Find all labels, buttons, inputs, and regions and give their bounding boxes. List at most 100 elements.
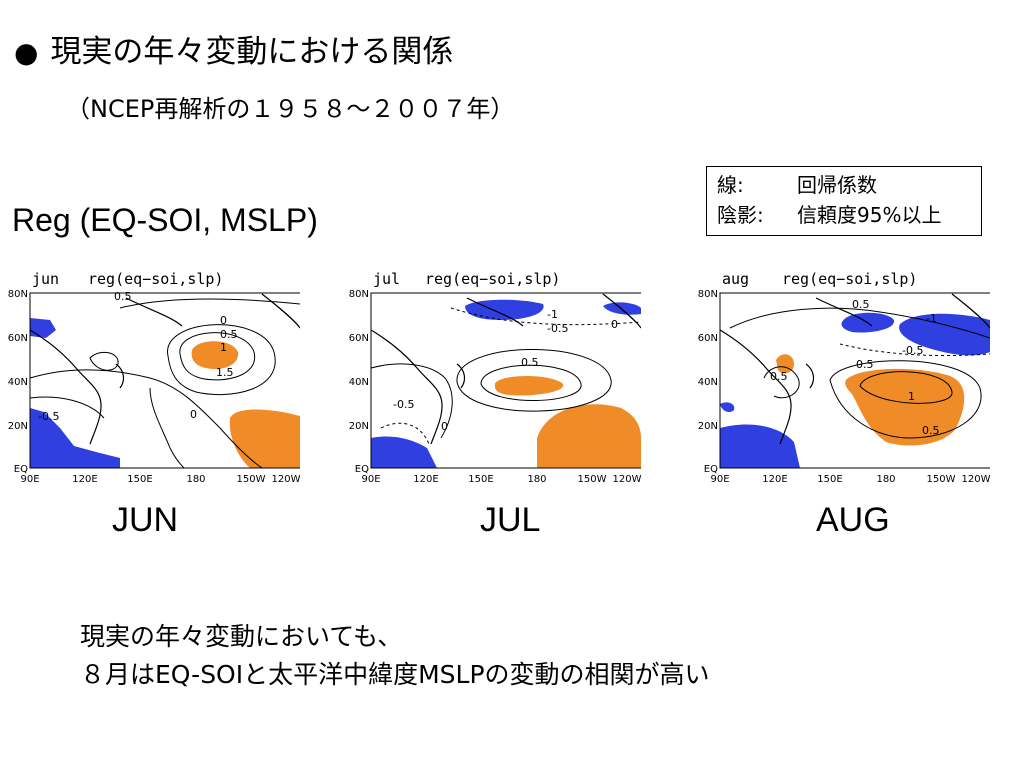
svg-text:0.5: 0.5	[922, 424, 940, 437]
contours	[729, 307, 990, 439]
svg-text:1: 1	[908, 390, 915, 403]
panel-field: reg(eq−soi,slp)	[88, 270, 223, 288]
conclusion-line-2: ８月はEQ-SOIと太平洋中緯度MSLPの変動の相関が高い	[80, 660, 710, 689]
contour-labels: 0.5 0 0.5 1 1.5 -0.5 0	[38, 290, 238, 423]
svg-text:0.5: 0.5	[220, 328, 238, 341]
svg-text:-1: -1	[547, 308, 558, 321]
conclusion-text: 現実の年々変動においても、 ８月はEQ-SOIと太平洋中緯度MSLPの変動の相関…	[80, 618, 710, 694]
svg-text:80N: 80N	[698, 289, 718, 300]
svg-text:1.5: 1.5	[216, 366, 234, 379]
svg-text:-1: -1	[926, 312, 937, 325]
svg-text:120W: 120W	[962, 474, 990, 485]
map-figure-jun: jun reg(eq−soi,slp)	[8, 270, 300, 485]
map-figure-aug: aug reg(eq−soi,slp) 0.5	[698, 270, 990, 485]
svg-text:0.5: 0.5	[770, 370, 788, 383]
legend-shade-key: 陰影:	[717, 203, 764, 227]
regression-label: Reg (EQ-SOI, MSLP)	[12, 202, 318, 238]
map-figure-jul: jul reg(eq−soi,slp) -1 -	[349, 270, 641, 485]
lat-labels: 80N 60N 40N 20N EQ	[8, 289, 28, 475]
contours	[370, 307, 641, 445]
svg-text:0: 0	[190, 408, 197, 421]
svg-text:150W: 150W	[237, 474, 266, 485]
contours	[29, 298, 300, 469]
lat-labels: 80N 60N 40N 20N EQ	[349, 289, 369, 475]
panel-month-tag: jun	[32, 270, 59, 288]
svg-text:150E: 150E	[817, 474, 842, 485]
svg-text:0.5: 0.5	[521, 356, 539, 369]
panel-month-tag: jul	[373, 270, 400, 288]
svg-text:-0.5: -0.5	[547, 322, 568, 335]
title-text: 現実の年々変動における関係	[50, 34, 454, 70]
svg-text:80N: 80N	[349, 289, 369, 300]
slide-title: ● 現実の年々変動における関係	[14, 30, 453, 75]
svg-text:40N: 40N	[349, 377, 369, 388]
month-label-aug: AUG	[816, 501, 890, 539]
svg-text:EQ: EQ	[704, 464, 718, 475]
svg-text:0.5: 0.5	[852, 298, 870, 311]
svg-text:20N: 20N	[698, 421, 718, 432]
svg-text:-0.5: -0.5	[38, 410, 59, 423]
legend-shade-value: 信頼度95%以上	[797, 203, 942, 227]
frame	[29, 292, 300, 469]
svg-text:1: 1	[220, 341, 227, 354]
svg-text:0.5: 0.5	[856, 358, 874, 371]
conclusion-line-1: 現実の年々変動においても、	[80, 622, 403, 651]
coastlines	[370, 293, 641, 445]
svg-text:0.5: 0.5	[114, 290, 132, 303]
svg-text:-0.5: -0.5	[393, 398, 414, 411]
svg-text:150W: 150W	[578, 474, 607, 485]
svg-text:180: 180	[876, 474, 895, 485]
svg-text:120W: 120W	[272, 474, 300, 485]
svg-text:60N: 60N	[349, 333, 369, 344]
svg-text:EQ: EQ	[355, 464, 369, 475]
legend-line-key: 線:	[717, 173, 744, 197]
lat-labels: 80N 60N 40N 20N EQ	[698, 289, 718, 475]
panel-month-tag: aug	[722, 270, 749, 288]
lon-labels: 90E 120E 150E 180 150W 120W	[361, 474, 641, 485]
svg-text:150W: 150W	[927, 474, 956, 485]
month-label-jul: JUL	[480, 501, 541, 539]
svg-text:-0.5: -0.5	[902, 344, 923, 357]
bullet-icon: ●	[14, 36, 39, 69]
svg-text:40N: 40N	[698, 377, 718, 388]
contour-labels: 0.5 -1 -0.5 0.5 1 0.5 0.5	[770, 298, 940, 437]
slide-subtitle: （NCEP再解析の１９５８～２００７年）	[66, 95, 515, 123]
svg-text:20N: 20N	[8, 421, 28, 432]
shade-negative	[30, 318, 120, 468]
svg-text:90E: 90E	[20, 474, 39, 485]
svg-text:20N: 20N	[349, 421, 369, 432]
month-label-jun: JUN	[112, 501, 179, 539]
svg-text:90E: 90E	[710, 474, 729, 485]
map-panel-jul: jul reg(eq−soi,slp) -1 -	[341, 268, 641, 490]
svg-text:150E: 150E	[468, 474, 493, 485]
svg-text:EQ: EQ	[14, 464, 28, 475]
map-panel-aug: aug reg(eq−soi,slp) 0.5	[690, 268, 990, 490]
svg-text:60N: 60N	[8, 333, 28, 344]
svg-text:0: 0	[220, 314, 227, 327]
svg-text:0: 0	[441, 420, 448, 433]
shade-negative	[720, 312, 990, 468]
legend-line-value: 回帰係数	[797, 173, 877, 197]
svg-text:120E: 120E	[72, 474, 97, 485]
svg-text:40N: 40N	[8, 377, 28, 388]
svg-text:150E: 150E	[127, 474, 152, 485]
svg-text:120E: 120E	[413, 474, 438, 485]
svg-text:120W: 120W	[613, 474, 641, 485]
frame	[370, 292, 641, 469]
legend-box: 線: 回帰係数 陰影: 信頼度95%以上	[706, 166, 982, 236]
svg-text:180: 180	[527, 474, 546, 485]
contour-labels: -1 -0.5 0 0.5 -0.5 0	[393, 308, 618, 433]
panel-field: reg(eq−soi,slp)	[782, 270, 917, 288]
legend-shade-row: 陰影: 信頼度95%以上	[717, 200, 981, 230]
lon-labels: 90E 120E 150E 180 150W 120W	[20, 474, 300, 485]
svg-text:180: 180	[186, 474, 205, 485]
svg-text:0: 0	[611, 318, 618, 331]
coastlines	[719, 293, 990, 445]
shade-positive	[494, 375, 641, 468]
coastlines	[29, 293, 300, 445]
panel-field: reg(eq−soi,slp)	[425, 270, 560, 288]
svg-text:90E: 90E	[361, 474, 380, 485]
legend-line-row: 線: 回帰係数	[717, 170, 981, 200]
frame	[719, 292, 990, 469]
lon-labels: 90E 120E 150E 180 150W 120W	[710, 474, 990, 485]
